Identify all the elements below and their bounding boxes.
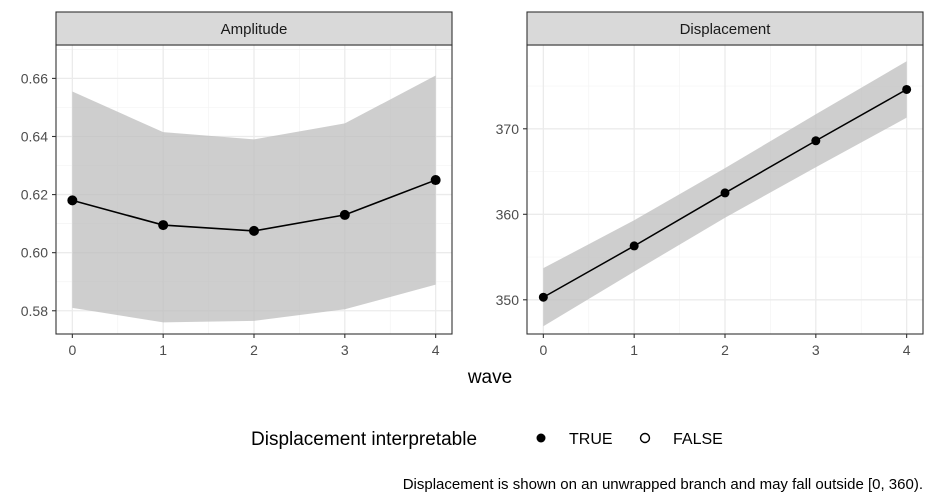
y-tick-label: 0.66	[21, 70, 48, 86]
facet-displacement: Displacement 0 1 2 3 4 350 360 370	[496, 11, 924, 358]
legend: Displacement interpretable TRUE FALSE	[251, 429, 723, 450]
facet-strip	[526, 11, 924, 46]
data-point	[339, 209, 350, 220]
legend-title: Displacement interpretable	[251, 429, 477, 450]
y-tick-label: 0.62	[21, 187, 48, 203]
x-tick-label: 1	[159, 342, 167, 358]
panels: Amplitude 0 1 2 3 4 0.58 0.60 0.62 0.64 0.66 Displa…	[21, 11, 924, 358]
data-point	[902, 84, 912, 94]
data-point	[249, 225, 259, 236]
x-tick-label: 2	[250, 342, 258, 358]
y-tick-label: 0.60	[21, 245, 48, 261]
x-axis-title: wave	[467, 367, 512, 388]
y-tick-label: 360	[496, 206, 520, 222]
legend-true-label: TRUE	[569, 431, 613, 448]
facet-amplitude: Amplitude 0 1 2 3 4 0.58 0.60 0.62 0.64 0.66	[21, 11, 453, 358]
data-point	[629, 241, 639, 251]
y-tick-label: 370	[496, 121, 520, 137]
x-tick-label: 3	[341, 342, 349, 358]
caption: Displacement is shown on an unwrapped br…	[403, 476, 923, 493]
facet-strip	[55, 11, 453, 46]
data-point	[811, 136, 821, 146]
legend-true-marker	[536, 433, 546, 443]
confidence-ribbon	[72, 75, 436, 323]
x-tick-label: 2	[721, 342, 729, 358]
x-tick-label: 4	[903, 342, 911, 358]
x-tick-label: 0	[539, 342, 547, 358]
data-point	[158, 220, 169, 231]
x-tick-label: 4	[432, 342, 440, 358]
x-tick-label: 1	[630, 342, 638, 358]
y-tick-label: 0.58	[21, 303, 48, 319]
y-tick-label: 350	[496, 292, 520, 308]
facet-strip-label: Amplitude	[221, 21, 288, 38]
y-tick-label: 0.64	[21, 128, 48, 144]
data-point	[430, 175, 441, 186]
legend-false-label: FALSE	[673, 431, 723, 448]
legend-false-marker	[639, 432, 651, 444]
data-point	[538, 292, 548, 302]
x-tick-label: 3	[812, 342, 820, 358]
data-point	[720, 188, 730, 198]
data-point	[67, 195, 78, 206]
facet-strip-label: Displacement	[680, 21, 772, 38]
x-tick-label: 0	[68, 342, 76, 358]
